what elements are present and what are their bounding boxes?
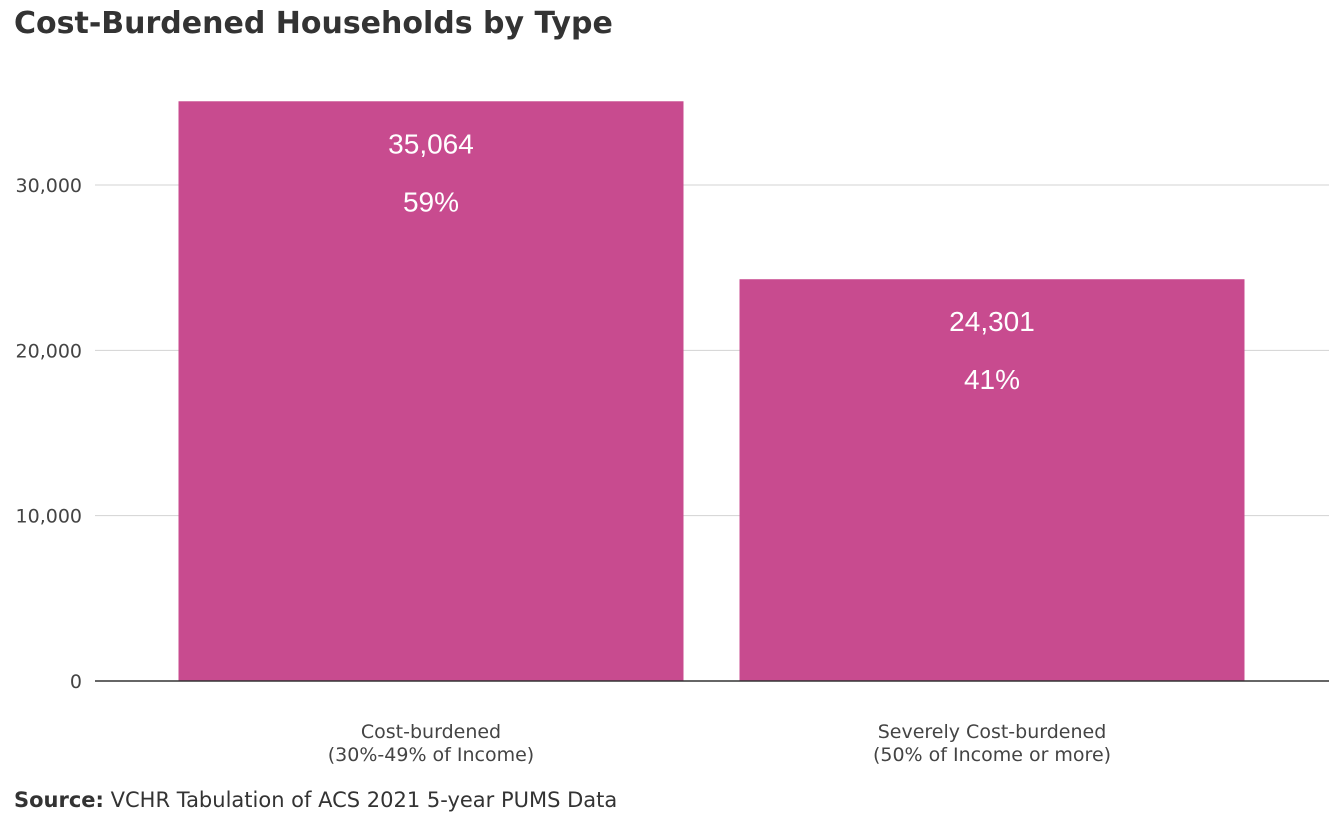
bar-percent-label: 59% (403, 186, 459, 217)
x-category-label: (50% of Income or more) (873, 744, 1111, 766)
y-tick-label: 0 (70, 671, 82, 693)
y-tick-label: 10,000 (16, 506, 82, 528)
y-tick-label: 20,000 (16, 340, 82, 362)
x-category-label: (30%-49% of Income) (328, 744, 534, 766)
bar-percent-label: 41% (964, 364, 1020, 395)
bars (178, 101, 1245, 681)
bar-value-label: 35,064 (388, 128, 474, 159)
bar (739, 279, 1245, 681)
y-axis-ticks: 0 10,000 20,000 30,000 (16, 175, 82, 693)
source-label: Source: (14, 788, 104, 812)
bar-value-labels: 35,064 59% 24,301 41% (388, 128, 1035, 395)
bar-value-label: 24,301 (949, 306, 1035, 337)
chart-title: Cost-Burdened Households by Type (14, 6, 613, 41)
source-note: Source: VCHR Tabulation of ACS 2021 5-ye… (14, 788, 617, 812)
x-category-label: Cost-burdened (361, 721, 501, 743)
y-tick-label: 30,000 (16, 175, 82, 197)
x-axis-category-labels: Cost-burdened(30%-49% of Income) Severely… (328, 721, 1111, 766)
bar (178, 101, 684, 681)
source-text: VCHR Tabulation of ACS 2021 5-year PUMS … (103, 788, 618, 812)
x-category-label: Severely Cost-burdened (878, 721, 1107, 743)
